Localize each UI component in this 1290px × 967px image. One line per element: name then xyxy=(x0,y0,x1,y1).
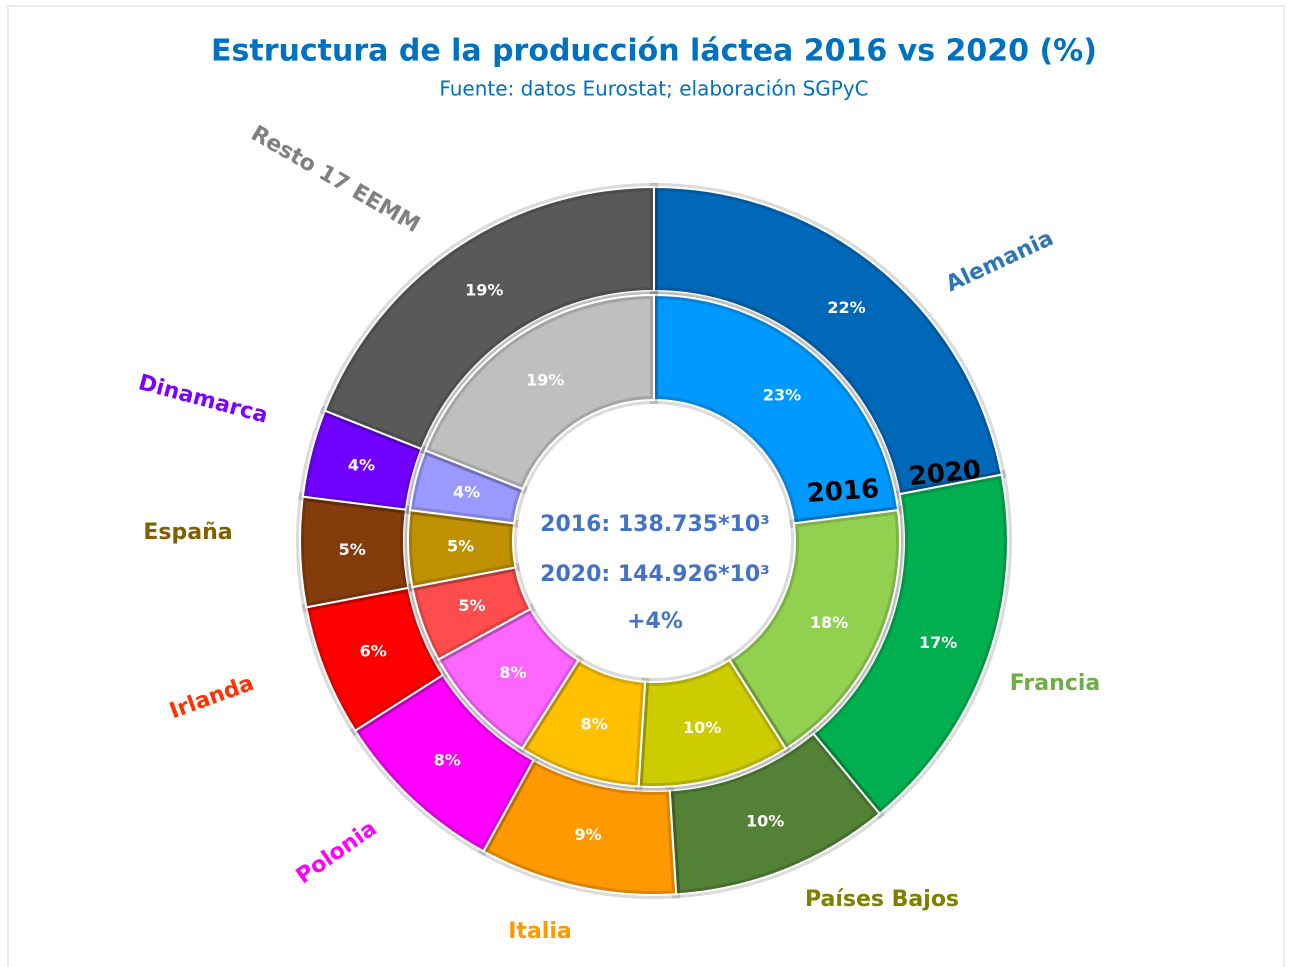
data-label: 19% xyxy=(526,370,564,389)
data-label: 8% xyxy=(581,715,608,734)
data-label: 6% xyxy=(360,642,387,661)
data-label: 9% xyxy=(575,825,602,844)
segment-edge xyxy=(653,185,1003,496)
category-label: Países Bajos xyxy=(805,887,959,912)
chart-subtitle: Fuente: datos Eurostat; elaboración SGPy… xyxy=(439,77,868,101)
data-label: 10% xyxy=(746,811,784,830)
data-label: 8% xyxy=(434,751,461,770)
annotation: 2020: 144.926*10³ xyxy=(540,562,770,587)
data-label: 5% xyxy=(447,537,474,556)
data-label: 23% xyxy=(763,385,801,404)
data-label: 4% xyxy=(453,482,480,501)
data-label: 8% xyxy=(499,663,526,682)
data-label: 5% xyxy=(458,596,485,615)
chart-title: Estructura de la producción láctea 2016 … xyxy=(211,34,1097,69)
category-label: Francia xyxy=(1010,671,1100,696)
segment-edge xyxy=(653,293,900,525)
data-label: 19% xyxy=(465,281,503,300)
data-label: 10% xyxy=(683,718,721,737)
segment-edge xyxy=(323,185,655,451)
data-label: 4% xyxy=(348,455,375,474)
ring-label: 2016 xyxy=(806,474,880,509)
segment-edge xyxy=(728,509,901,751)
category-label: Italia xyxy=(508,919,571,944)
annotation: 2016: 138.735*10³ xyxy=(540,512,770,537)
category-label: España xyxy=(143,520,232,545)
data-label: 5% xyxy=(339,540,366,559)
segment-edge xyxy=(423,293,655,491)
data-label: 18% xyxy=(810,613,848,632)
annotation: +4% xyxy=(627,609,683,634)
data-label: 17% xyxy=(919,633,957,652)
data-label: 22% xyxy=(827,298,865,317)
